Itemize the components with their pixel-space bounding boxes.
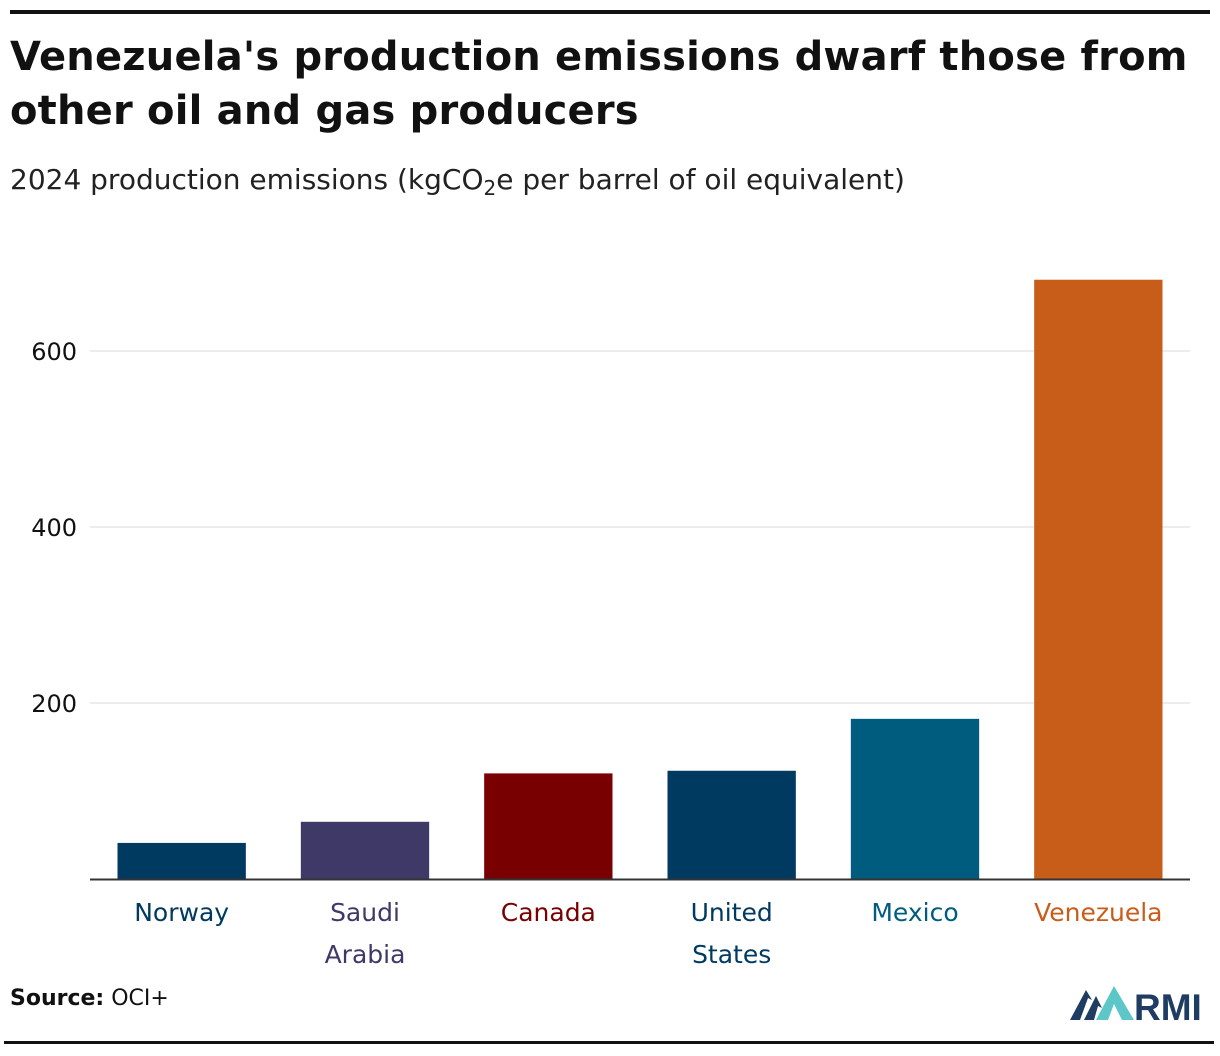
chart-subtitle: 2024 production emissions (kgCO2e per ba… (10, 160, 905, 200)
x-label-united-states-line-2: States (692, 940, 771, 969)
logo-mountain-mid (1084, 996, 1102, 1020)
logo-mountain-teal (1096, 986, 1134, 1020)
subtitle-subscript: 2 (483, 176, 497, 200)
x-label-venezuela: Venezuela (1034, 898, 1162, 927)
bar-mexico (850, 718, 980, 879)
x-label-mexico: Mexico (871, 898, 958, 927)
bar-venezuela (1034, 279, 1163, 880)
x-axis-labels: Norway Saudi Arabia Canada United States Mexic… (134, 898, 1162, 969)
subtitle-text: 2024 production emissions (kgCO (10, 163, 484, 196)
subtitle-text-end: e per barrel of oil equivalent) (496, 163, 905, 196)
y-tick-label-600: 600 (31, 338, 77, 366)
source-label: Source: (10, 986, 105, 1011)
gridlines (90, 350, 1190, 704)
y-axis-ticks: 200 400 600 (31, 338, 77, 718)
logo-text: RMI (1134, 987, 1202, 1024)
bottom-rule (4, 1041, 1214, 1044)
x-label-canada: Canada (501, 898, 596, 927)
x-label-united-states-line-1: United (691, 898, 773, 927)
rmi-logo: RMI (1070, 986, 1202, 1024)
bar-chart: 200 400 600 Norway Saudi Arabia Canada United S… (31, 279, 1190, 969)
bar-saudi-arabia (300, 821, 430, 879)
bar-canada (484, 773, 613, 879)
logo-mountain-dark (1070, 990, 1092, 1020)
bar-norway (117, 842, 246, 879)
bar-united-states (667, 770, 796, 879)
source-note: Source: OCI+ (10, 986, 169, 1011)
source-value: OCI+ (111, 986, 169, 1011)
y-tick-label-200: 200 (31, 690, 77, 718)
x-label-norway: Norway (134, 898, 229, 927)
top-rule (10, 10, 1210, 14)
bars (117, 279, 1163, 880)
x-label-saudi-arabia-line-1: Saudi (330, 898, 400, 927)
x-label-saudi-arabia-line-2: Arabia (325, 940, 406, 969)
y-tick-label-400: 400 (31, 514, 77, 542)
chart-title: Venezuela's production emissions dwarf t… (10, 34, 1188, 134)
